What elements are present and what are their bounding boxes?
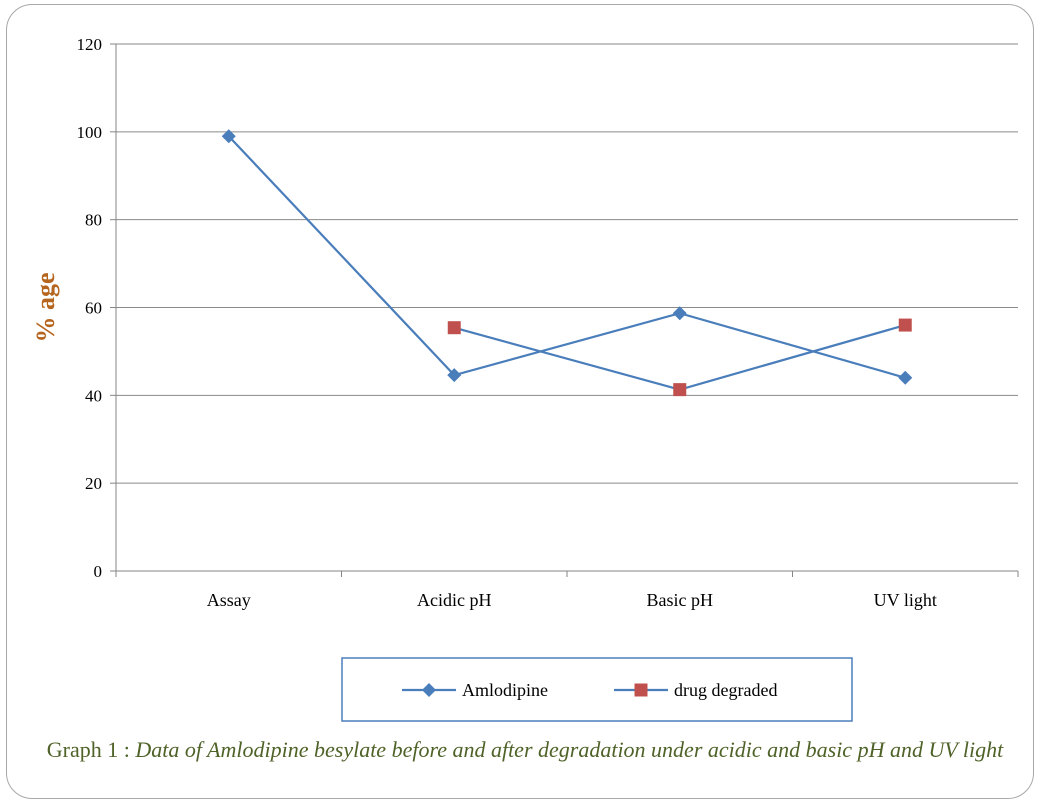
y-tick-label: 120 [77,35,103,54]
data-point [672,306,687,321]
data-point [221,129,236,144]
data-point [447,368,462,383]
series-line [227,135,906,379]
figure-caption: Graph 1 : Data of Amlodipine besylate be… [20,735,1030,765]
caption-label: Graph 1 : [46,737,136,762]
series-amlodipine [221,129,913,385]
legend-box [341,657,853,722]
legend-label: Amlodipine [462,680,548,700]
y-axis-ticks: 0 20 40 60 80 100 120 [77,35,103,581]
legend-marker [422,683,436,697]
x-axis-ticks: Assay Acidic pH Basic pH UV light [207,590,937,610]
y-tick-label: 0 [94,562,103,581]
data-point [898,318,912,332]
y-tick-label: 80 [85,211,102,230]
y-tick-label: 20 [85,474,102,493]
data-point [447,321,461,335]
y-tick-label: 60 [85,299,102,318]
x-tick-label: UV light [874,590,937,610]
legend-marker [634,683,648,697]
caption-text: Data of Amlodipine besylate before and a… [135,737,1004,762]
series-drug-degraded [447,318,912,397]
data-point [673,383,687,397]
data-point [898,370,913,385]
x-tick-label: Acidic pH [417,590,491,610]
x-tick-label: Assay [207,590,251,610]
gridlines [110,43,1019,577]
series-layer [221,129,913,397]
y-tick-label: 40 [85,386,102,405]
y-tick-label: 100 [77,123,103,142]
x-tick-label: Basic pH [647,590,714,610]
line-chart: 0 20 40 60 80 100 120 Assay Acidic pH Basic pH UV… [31,35,1019,722]
y-axis-label: % age [31,272,60,342]
legend-label: drug degraded [674,680,777,700]
legend: Amlodipine drug degraded [341,657,853,722]
